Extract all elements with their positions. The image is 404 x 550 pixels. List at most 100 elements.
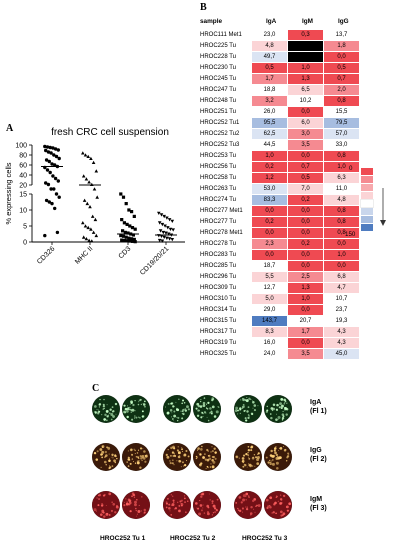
fluorescent-spot xyxy=(246,466,248,468)
cell-iga: 53,0 xyxy=(252,184,288,195)
fluorescent-spot xyxy=(106,512,109,515)
legend-low-label: 0 xyxy=(349,165,353,172)
data-point xyxy=(46,182,51,187)
data-point xyxy=(159,234,164,239)
data-point xyxy=(125,222,129,226)
fluorescent-spot xyxy=(181,461,184,464)
fluorescent-spot xyxy=(167,497,169,500)
fluorescent-spot xyxy=(108,446,110,448)
fluorescent-spot xyxy=(272,407,275,411)
fluorescent-spot xyxy=(283,449,287,452)
fluorescent-spot xyxy=(131,408,135,412)
fluorescent-spot xyxy=(253,409,256,412)
fluorescent-spot xyxy=(184,495,186,497)
well-background xyxy=(193,491,221,519)
cell-igg: 0,8 xyxy=(324,151,360,162)
fluorescent-spot xyxy=(99,398,101,401)
fluorescent-spot xyxy=(201,445,203,448)
fluorescent-spot xyxy=(238,509,242,513)
cell-iga: 24,0 xyxy=(252,349,288,360)
fluorescent-spot xyxy=(138,460,140,462)
fluorescent-spot xyxy=(210,463,212,465)
fluorescent-spot xyxy=(267,461,270,464)
fluorescent-spot xyxy=(180,466,182,468)
fluorescent-spot xyxy=(171,412,173,414)
data-point xyxy=(125,239,129,243)
data-point xyxy=(157,238,162,243)
fluorescent-spot xyxy=(106,446,109,449)
data-point xyxy=(89,227,93,231)
table-row: HROC325 Tu 24,0 3,5 45,0 xyxy=(200,349,360,360)
data-point xyxy=(50,201,54,206)
fluorescent-spot xyxy=(286,402,288,404)
data-point xyxy=(163,224,167,228)
fluorescent-spot xyxy=(271,409,274,412)
fluorescent-spot xyxy=(165,502,168,505)
cell-igg: 10,7 xyxy=(324,294,360,305)
data-point xyxy=(81,174,86,178)
y-tick-label: 80 xyxy=(19,153,27,160)
fluorescent-spot xyxy=(283,398,286,402)
fluorescent-spot xyxy=(186,405,189,409)
fluorescent-spot xyxy=(206,512,210,516)
cell-igg: 4,8 xyxy=(324,195,360,206)
cell-igm: 6,0 xyxy=(288,118,324,129)
data-point xyxy=(127,208,131,212)
fluorescent-spot xyxy=(103,398,105,401)
fluorescent-spot xyxy=(278,406,280,408)
cell-igm: 0,0 xyxy=(288,305,324,316)
data-point xyxy=(167,218,172,222)
fluorescent-spot xyxy=(282,494,286,498)
fluorescent-spot xyxy=(105,505,107,506)
fluorescent-spot xyxy=(108,465,111,467)
data-point xyxy=(160,239,165,243)
legend-swatch xyxy=(361,168,373,175)
fluorescent-spot xyxy=(171,459,174,462)
table-row: HROC230 Tu 0,5 1,0 0,5 xyxy=(200,63,360,74)
sample-label-tu3: HROC252 Tu 3 xyxy=(242,535,288,542)
data-point xyxy=(133,240,137,244)
fluorescent-spot xyxy=(284,407,288,411)
header-igg: IgG xyxy=(338,18,349,25)
fluorescent-spot xyxy=(97,412,100,415)
data-point xyxy=(158,229,163,233)
fluorescent-spot xyxy=(142,448,144,450)
fluorescent-spot xyxy=(129,510,132,513)
row-sample-label: HROC278 Tu xyxy=(200,241,237,247)
fluorescent-spot xyxy=(108,414,110,416)
fluorescent-spot xyxy=(104,413,107,417)
cell-igm: 3,5 xyxy=(288,349,324,360)
fluorescent-spot xyxy=(144,460,147,463)
fluorescent-spot xyxy=(102,405,105,408)
well-image xyxy=(264,491,292,519)
fluorescent-spot xyxy=(130,409,133,412)
fluorescent-spot xyxy=(104,450,108,454)
fluorescent-spot xyxy=(197,507,200,510)
fluorescent-spot xyxy=(242,494,246,498)
fluorescent-spot xyxy=(242,398,246,402)
x-tick-label: MHC II xyxy=(74,245,94,265)
fluorescent-spot xyxy=(282,410,284,413)
fluorescent-spot xyxy=(196,414,200,417)
fluorescent-spot xyxy=(269,505,272,509)
well-image xyxy=(92,491,120,519)
fluorescent-spot xyxy=(215,410,219,414)
fluorescent-spot xyxy=(197,447,200,450)
table-row: HROC111 Met1 23,0 0,3 13,7 xyxy=(200,30,360,41)
data-point xyxy=(164,231,168,235)
cell-igg: 0,8 xyxy=(324,96,360,107)
fluorescent-spot xyxy=(211,450,214,453)
fluorescent-spot xyxy=(168,506,171,510)
data-point xyxy=(55,230,60,235)
row-sample-label: HROC309 Tu xyxy=(200,285,237,291)
fluorescent-spot xyxy=(202,456,205,459)
cell-igm: 20,7 xyxy=(288,316,324,327)
cell-igm: 1,0 xyxy=(288,294,324,305)
fluorescent-spot xyxy=(169,454,172,457)
fluorescent-spot xyxy=(195,457,198,460)
fluorescent-spot xyxy=(208,457,212,461)
data-point xyxy=(56,179,60,183)
fluorescent-spot xyxy=(125,498,127,500)
data-point xyxy=(57,156,61,161)
table-row: HROC309 Tu 12,7 1,3 4,7 xyxy=(200,283,360,294)
